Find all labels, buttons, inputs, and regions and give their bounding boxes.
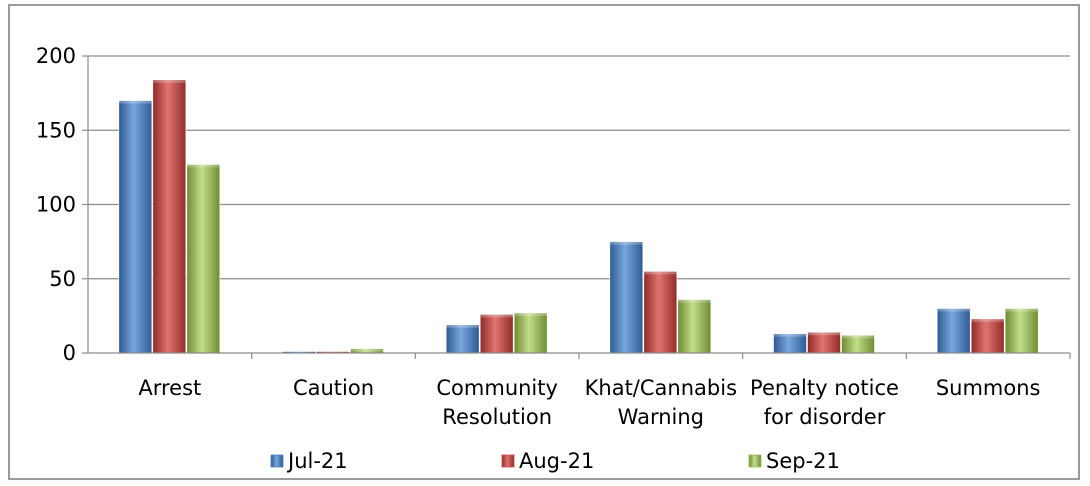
- bar-top-highlight: [609, 241, 643, 245]
- x-tick-label-line: Summons: [936, 376, 1041, 400]
- y-tick-label: 0: [63, 341, 76, 365]
- y-axis: 0 50 100 150 200: [36, 44, 89, 365]
- bar-top-highlight: [480, 314, 514, 318]
- legend-label: Aug-21: [519, 449, 594, 473]
- x-tick-label: Arrest: [138, 376, 201, 400]
- bar-top-highlight: [118, 100, 152, 104]
- bar-top-highlight: [186, 164, 220, 168]
- bar-top-highlight: [677, 299, 711, 303]
- x-tick-label-line: Khat/Cannabis: [585, 376, 737, 400]
- x-tick-label-line: Resolution: [442, 405, 552, 429]
- bar-aug-21: [479, 314, 514, 354]
- bar-top-highlight: [971, 318, 1005, 322]
- bar-aug-21: [643, 271, 678, 354]
- x-tick-label-line: Warning: [618, 405, 704, 429]
- bar-sep-21: [186, 164, 221, 354]
- y-tick-label: 50: [49, 267, 76, 291]
- y-tick-label: 100: [36, 193, 76, 217]
- legend: Jul-21 Aug-21 Sep-21: [270, 449, 840, 473]
- x-tick-label: Penalty notice for disorder: [750, 376, 899, 429]
- x-tick-label: Caution: [293, 376, 374, 400]
- bar-sep-21: [513, 312, 548, 354]
- bar-top-highlight: [446, 324, 480, 328]
- gridlines: [88, 55, 1070, 280]
- bar-top-highlight: [841, 335, 875, 339]
- bars: [118, 79, 1039, 354]
- x-axis: Arrest Caution Community Resolution Khat/Can…: [88, 352, 1071, 429]
- y-tick-label: 200: [36, 44, 76, 68]
- x-tick-label: Summons: [936, 376, 1041, 400]
- bar-aug-21: [807, 331, 841, 354]
- bar-jul-21: [609, 241, 644, 354]
- x-tick-label-line: Penalty notice: [750, 376, 899, 400]
- bar-top-highlight: [773, 333, 807, 337]
- bar-jul-21: [936, 308, 971, 354]
- bar-sep-21: [677, 299, 712, 354]
- bar-top-highlight: [937, 308, 971, 312]
- legend-label: Sep-21: [766, 449, 840, 473]
- bar-top-highlight: [350, 348, 384, 352]
- bar-jul-21: [445, 324, 480, 354]
- legend-swatch-aug-21: [501, 454, 515, 468]
- bar-aug-21: [152, 79, 187, 354]
- bar-jul-21: [118, 100, 153, 354]
- legend-label: Jul-21: [286, 449, 348, 473]
- bar-sep-21: [1004, 308, 1039, 354]
- legend-swatch-sep-21: [748, 454, 762, 468]
- bar-top-highlight: [807, 332, 841, 336]
- legend-swatch-jul-21: [270, 454, 284, 468]
- y-tick-label: 150: [36, 118, 76, 142]
- x-tick-label-line: for disorder: [764, 405, 886, 429]
- x-tick-label-line: Arrest: [138, 376, 201, 400]
- bar-top-highlight: [152, 79, 186, 83]
- x-tick-label: Community Resolution: [436, 376, 558, 429]
- bar-top-highlight: [514, 312, 548, 316]
- x-tick-label: Khat/Cannabis Warning: [585, 376, 737, 429]
- bar-top-highlight: [1005, 308, 1039, 312]
- bar-top-highlight: [643, 271, 677, 275]
- x-tick-label-line: Community: [436, 376, 558, 400]
- x-tick-label-line: Caution: [293, 376, 374, 400]
- bar-aug-21: [970, 318, 1005, 354]
